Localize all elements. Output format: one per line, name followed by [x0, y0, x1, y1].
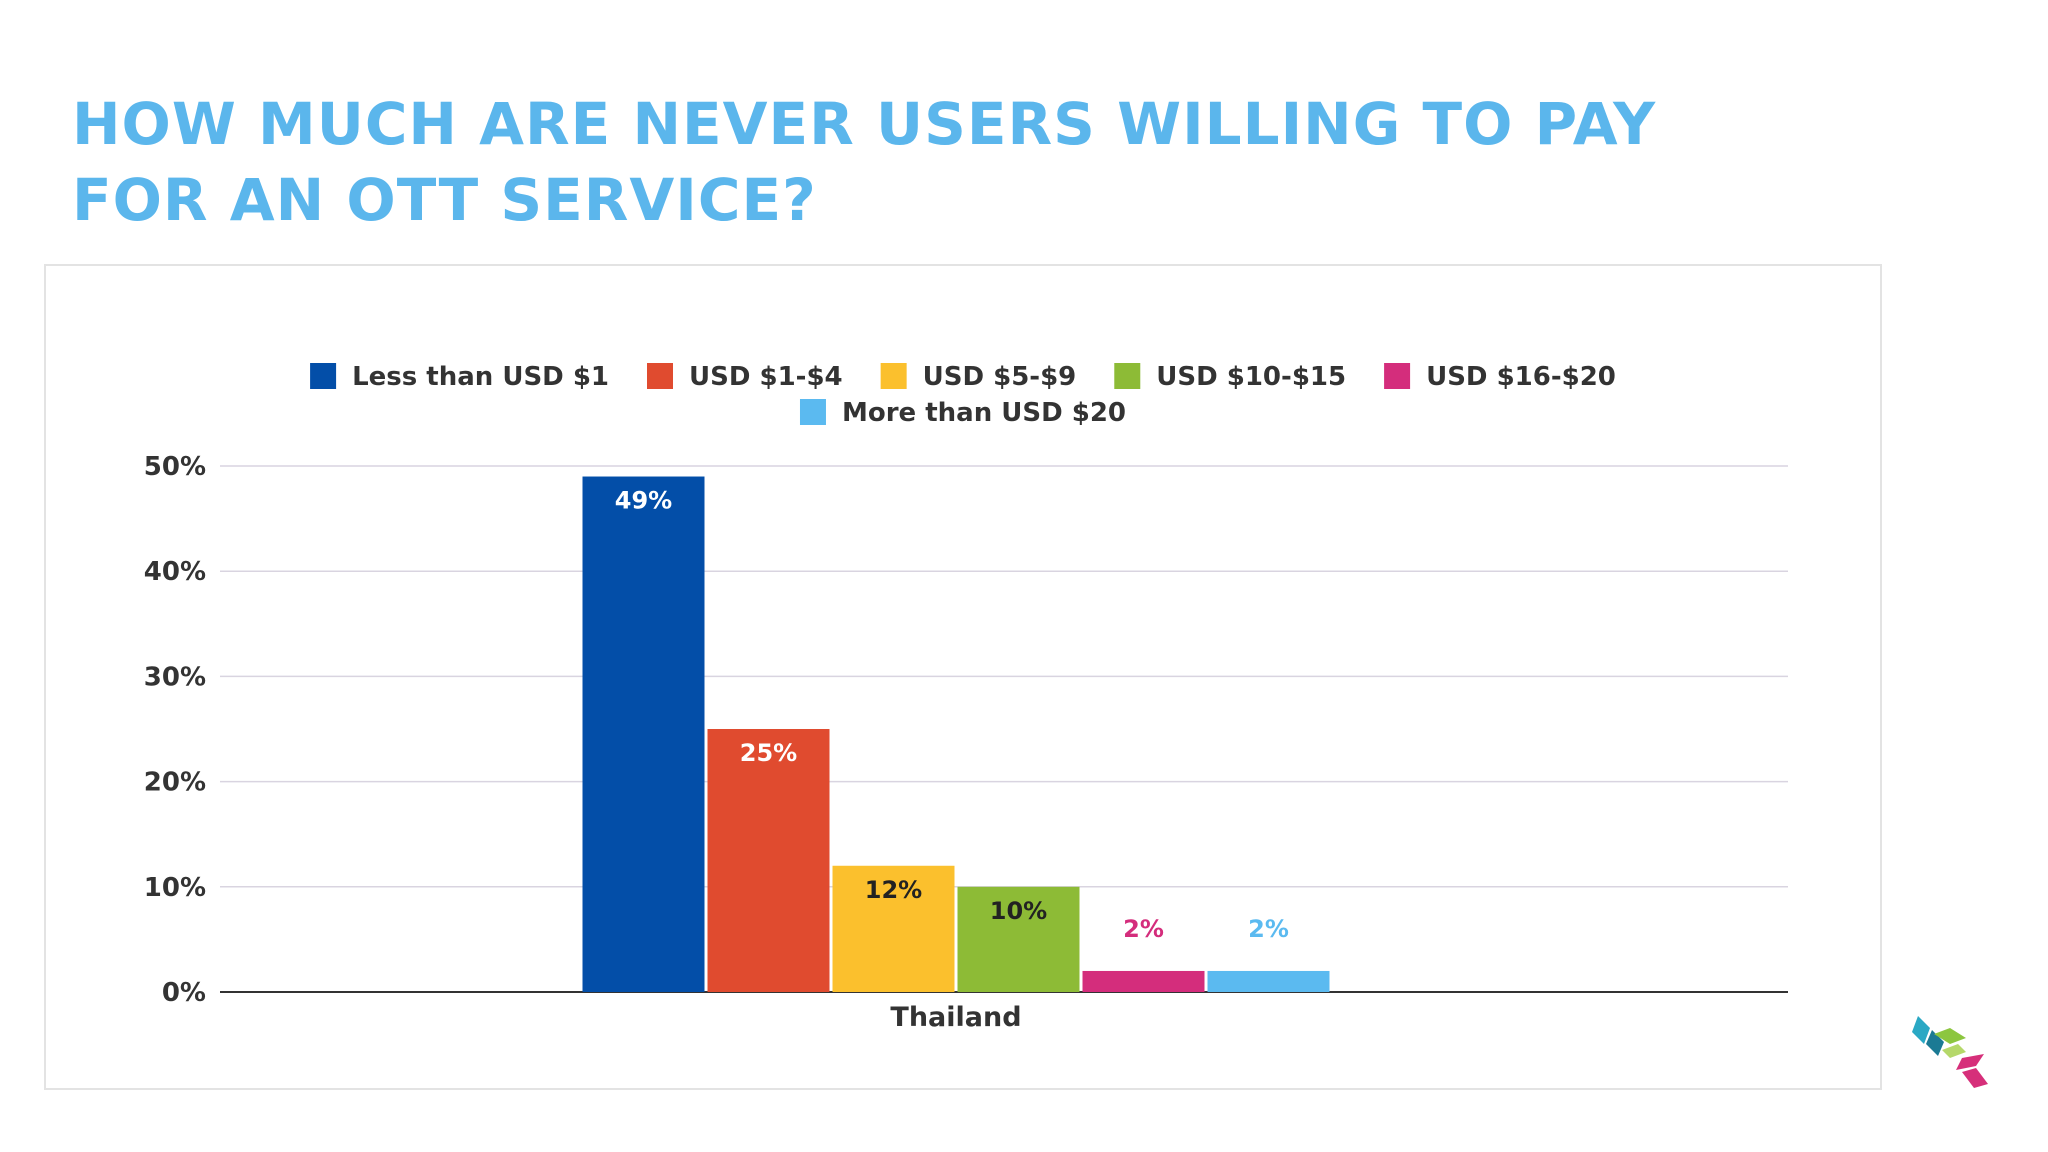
chart-gridlines — [220, 465, 1788, 993]
y-tick-label-5: 50% — [144, 452, 206, 482]
legend-label-2: USD $5-$9 — [923, 362, 1077, 392]
legend-swatch-3 — [1114, 363, 1141, 389]
logo-facet-magenta-low — [1962, 1068, 1988, 1088]
logo-facet-magenta — [1956, 1054, 1984, 1070]
legend-swatch-2 — [880, 363, 907, 389]
bar-label-4: 2% — [1123, 915, 1164, 943]
legend-label-3: USD $10-$15 — [1156, 362, 1346, 392]
logo-facet-teal — [1912, 1016, 1930, 1044]
legend-swatch-4 — [1384, 363, 1411, 389]
bar-0 — [582, 476, 705, 992]
chart-legend: Less than USD $1 USD $1-$4 USD $5-$9 USD $1… — [310, 362, 1616, 428]
y-tick-label-0: 0% — [162, 978, 206, 1008]
bar-3 — [957, 886, 1080, 992]
x-category-label-0: Thailand — [890, 1002, 1021, 1033]
chart-frame: Less than USD $1 USD $1-$4 USD $5-$9 USD $1… — [44, 264, 1882, 1090]
bar-5 — [1207, 970, 1330, 992]
legend-label-5: More than USD $20 — [842, 398, 1126, 428]
cube-stack-logo-icon — [1912, 1016, 1988, 1088]
legend-swatch-1 — [647, 363, 673, 389]
legend-swatch-0 — [310, 363, 337, 389]
bar-chart: Less than USD $1 USD $1-$4 USD $5-$9 USD $1… — [144, 362, 1788, 1033]
bar-label-3: 10% — [990, 897, 1047, 925]
bar-label-5: 2% — [1248, 915, 1289, 943]
legend-label-0: Less than USD $1 — [352, 362, 609, 392]
legend-swatch-5 — [799, 399, 826, 425]
bar-1 — [707, 729, 830, 992]
legend-label-4: USD $16-$20 — [1426, 362, 1616, 392]
y-tick-label-3: 30% — [144, 662, 206, 692]
logo-facet-green — [1934, 1028, 1966, 1044]
bar-4 — [1082, 970, 1205, 992]
y-tick-label-2: 20% — [144, 768, 206, 798]
slide-title: HOW MUCH ARE NEVER USERS WILLING TO PAY … — [72, 86, 1872, 238]
bar-label-2: 12% — [865, 876, 922, 904]
bar-2 — [832, 865, 955, 992]
y-axis-ticks: 0% 10% 20% 30% 40% 50% — [144, 452, 206, 1008]
y-tick-label-1: 10% — [144, 873, 206, 903]
logo-facet-dark-teal — [1926, 1030, 1944, 1056]
legend-label-1: USD $1-$4 — [689, 362, 843, 392]
x-axis-categories: Thailand — [890, 1002, 1021, 1033]
bar-data-labels: 49% 25% 12% 10% 2% 2% — [615, 487, 1289, 943]
y-tick-label-4: 40% — [144, 557, 206, 587]
bar-label-0: 49% — [615, 487, 672, 515]
slide-title-line-1: HOW MUCH ARE NEVER USERS WILLING TO PAY — [72, 90, 1657, 158]
bar-label-1: 25% — [740, 739, 797, 767]
chart-bars — [582, 476, 1330, 992]
slide-title-line-2: FOR AN OTT SERVICE? — [72, 166, 817, 234]
logo-facet-light-green — [1942, 1044, 1966, 1058]
